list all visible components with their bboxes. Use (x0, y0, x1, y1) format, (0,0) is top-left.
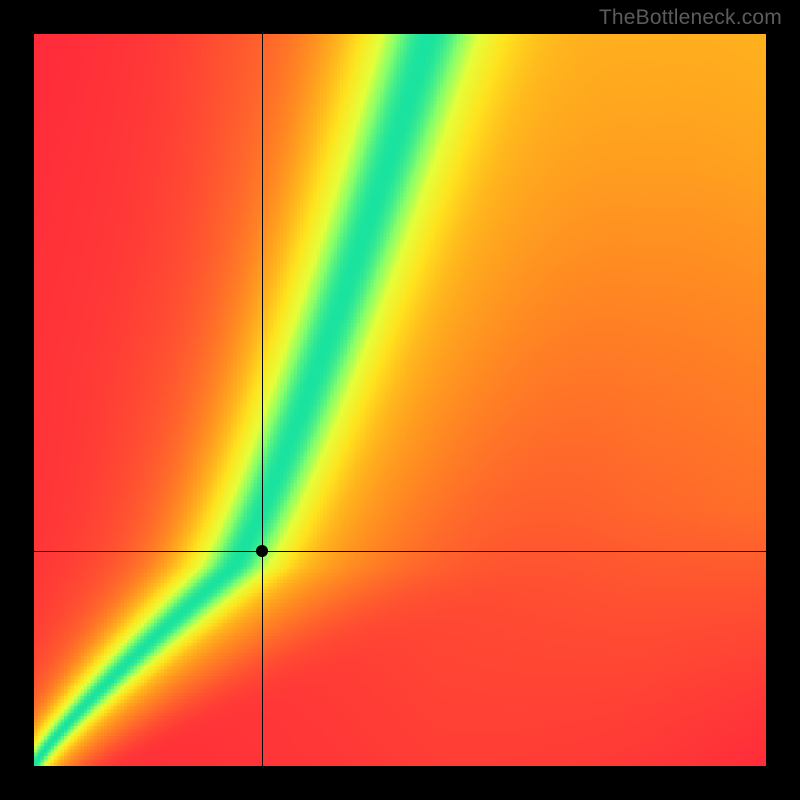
watermark-label: TheBottleneck.com (599, 6, 782, 30)
figure-container: TheBottleneck.com (0, 0, 800, 800)
plot-area (34, 34, 766, 766)
heatmap-canvas (34, 34, 766, 766)
